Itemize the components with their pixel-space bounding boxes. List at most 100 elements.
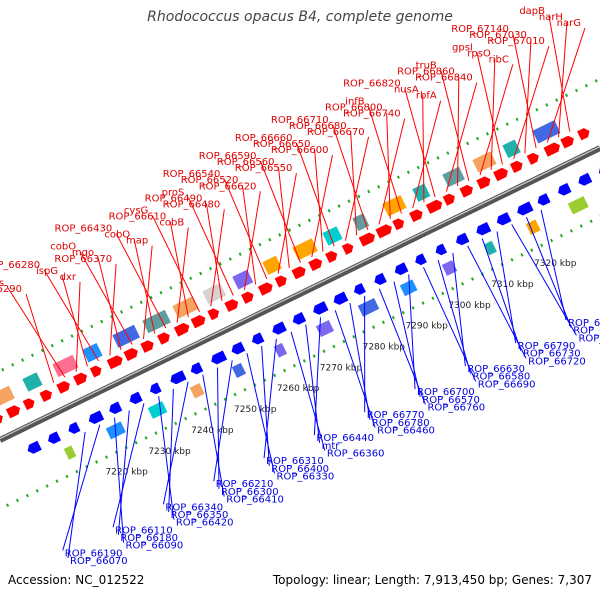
forward-leader-line <box>241 185 257 285</box>
forward-gene-arrow <box>425 199 443 214</box>
forward-gene-arrow <box>577 128 590 141</box>
forward-gene-label: ROP_66550 <box>235 163 293 174</box>
forward-gene-arrow <box>308 258 323 272</box>
reverse-leader-line <box>334 310 376 428</box>
feature-box-upper <box>292 238 318 261</box>
forward-gene-arrow <box>493 167 508 182</box>
forward-leader-line <box>205 203 223 301</box>
forward-gene-label: proS <box>162 187 185 198</box>
forward-leader-line <box>513 46 550 160</box>
reverse-leader-line <box>217 367 220 489</box>
reverse-leader-line <box>246 353 276 474</box>
forward-leader-line <box>422 94 425 203</box>
forward-gene-label: ROP_66710 <box>271 115 329 126</box>
feature-box-lower <box>189 382 205 399</box>
reverse-gene-arrow <box>170 370 187 385</box>
scale-tick-label: 7300 kbp <box>448 301 491 311</box>
reverse-gene-arrow <box>313 301 329 315</box>
forward-gene-label: ROP_66740 <box>343 109 401 120</box>
forward-gene-arrow <box>560 135 574 149</box>
forward-leader-line <box>109 263 117 356</box>
reverse-gene-label: ROP_66300 <box>221 487 279 498</box>
forward-gene-label: mqo <box>72 248 94 259</box>
feature-box-upper <box>412 183 431 202</box>
feature-box-upper <box>382 195 407 217</box>
forward-leader-line <box>332 124 369 231</box>
feature-box-lower <box>525 219 541 235</box>
reverse-leader-line <box>263 338 277 459</box>
forward-gene-arrow <box>442 193 455 206</box>
feature-box-upper <box>262 255 282 275</box>
forward-leader-line <box>187 197 234 296</box>
reverse-gene-label: ROP_66440 <box>316 433 374 444</box>
feature-box-upper <box>22 372 43 392</box>
feature-box-upper <box>502 139 521 159</box>
reverse-leader-line <box>62 424 101 551</box>
forward-gene-label: cysG <box>124 205 148 216</box>
reverse-leader-line <box>213 360 233 482</box>
forward-leader-line <box>115 233 167 329</box>
forward-leader-line <box>311 154 333 258</box>
forward-leader-line <box>344 136 370 241</box>
forward-gene-label: infB <box>345 97 365 108</box>
scale-tick-label: 7320 kbp <box>534 259 577 269</box>
forward-gene-arrow <box>526 152 539 165</box>
reverse-gene-label: ROP_66570 <box>422 395 480 406</box>
reverse-leader-line <box>525 216 572 328</box>
reverse-gene-label: ROP_66790 <box>518 341 576 352</box>
forward-gene-arrow <box>39 389 52 402</box>
feature-box-upper <box>352 213 370 232</box>
forward-gene-label: narG <box>557 18 581 29</box>
topology-text: Topology: linear; Length: 7,913,450 bp; … <box>272 573 592 587</box>
forward-leader-line <box>368 106 402 214</box>
forward-leader-line <box>43 269 100 362</box>
reverse-gene-label: ROP_66910 <box>578 333 600 344</box>
reverse-leader-line <box>202 374 225 497</box>
reverse-gene-arrow <box>48 431 61 444</box>
forward-leader-line <box>7 287 66 378</box>
reverse-gene-arrow <box>374 272 387 285</box>
reverse-gene-arrow <box>456 232 470 246</box>
reverse-gene-label: ROP_66310 <box>266 456 324 467</box>
forward-gene-arrow <box>257 282 273 296</box>
reverse-gene-label: ROP_66690 <box>478 379 536 390</box>
genome-axis-highlight <box>0 145 600 440</box>
feature-box-lower <box>483 240 497 256</box>
reverse-leader-line <box>393 281 421 397</box>
forward-leader-line <box>546 27 586 143</box>
reverse-gene-label: ROP_66770 <box>367 410 425 421</box>
scale-tick-label: 7270 kbp <box>320 363 363 373</box>
forward-gene-label: rpsO <box>467 48 491 59</box>
forward-gene-label: nusA <box>394 85 419 96</box>
forward-leader-line <box>490 58 496 170</box>
forward-gene-label: ROP_66480 <box>163 199 221 210</box>
forward-gene-label: ROP_66660 <box>235 133 293 144</box>
reverse-gene-arrow <box>333 291 349 305</box>
forward-gene-arrow <box>140 340 154 353</box>
reverse-gene-label: ROP_66070 <box>70 556 128 567</box>
forward-gene-label: dapB <box>519 6 545 17</box>
feature-box-lower <box>399 279 418 297</box>
reverse-gene-label: ROP_66580 <box>473 372 531 383</box>
reverse-gene-label: ROP_66090 <box>126 541 184 552</box>
forward-leader-line <box>151 215 201 312</box>
forward-leader-line <box>404 88 436 198</box>
forward-leader-line <box>548 15 571 132</box>
forward-leader-line <box>512 34 537 149</box>
reverse-gene-arrow <box>496 212 512 226</box>
feature-box-upper <box>172 296 199 319</box>
forward-gene-label: ispG <box>36 266 58 277</box>
reverse-leader-line <box>540 209 567 321</box>
reverse-gene-label: ROP_66350 <box>171 510 229 521</box>
reverse-gene-label: ROP_66700 <box>417 387 475 398</box>
feature-box-upper <box>52 354 79 378</box>
forward-gene-arrow <box>157 332 170 345</box>
forward-leader-line <box>210 209 225 307</box>
reverse-gene-arrow <box>150 382 162 395</box>
forward-leader-line <box>524 40 532 154</box>
reverse-gene-label: ROP_66340 <box>165 502 223 513</box>
forward-gene-label: ROP_66670 <box>307 127 365 138</box>
forward-gene-label: ROP_66860 <box>397 66 455 77</box>
